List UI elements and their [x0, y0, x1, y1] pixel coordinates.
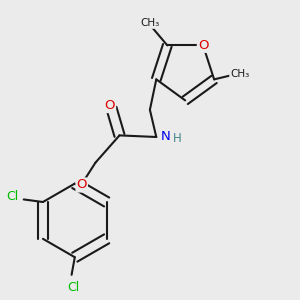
Text: N: N: [160, 130, 170, 143]
Text: O: O: [105, 99, 115, 112]
Text: Cl: Cl: [67, 281, 79, 294]
Text: O: O: [198, 39, 208, 52]
Text: CH₃: CH₃: [140, 18, 159, 28]
Text: CH₃: CH₃: [230, 69, 249, 79]
Text: H: H: [173, 132, 182, 145]
Text: Cl: Cl: [6, 190, 19, 203]
Text: O: O: [76, 178, 87, 191]
